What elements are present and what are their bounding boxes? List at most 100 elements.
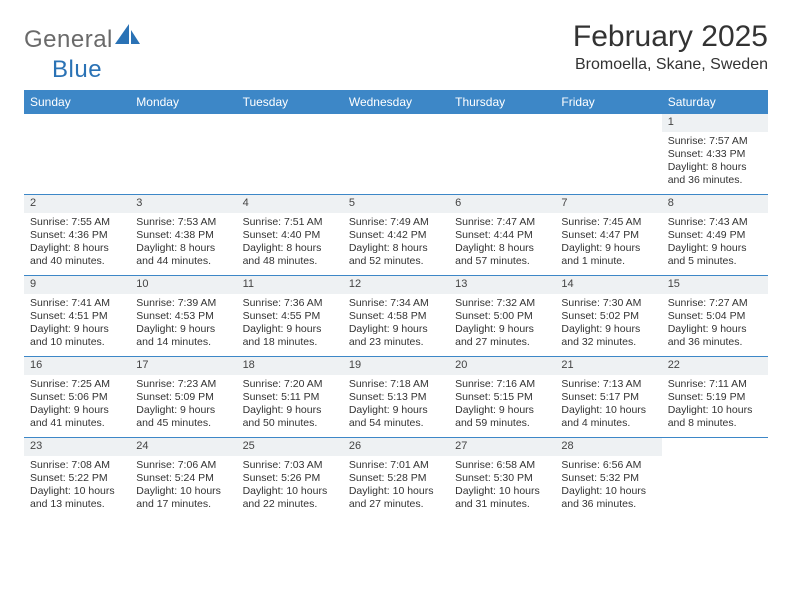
sunset-text: Sunset: 5:30 PM: [455, 472, 549, 485]
sunset-text: Sunset: 5:24 PM: [136, 472, 230, 485]
sunset-text: Sunset: 4:36 PM: [30, 229, 124, 242]
sunrise-text: Sunrise: 7:57 AM: [668, 135, 762, 148]
daylight-text: Daylight: 10 hours and 27 minutes.: [349, 485, 443, 511]
day-body: Sunrise: 7:47 AMSunset: 4:44 PMDaylight:…: [449, 213, 555, 274]
sunset-text: Sunset: 4:44 PM: [455, 229, 549, 242]
day-cell: 25Sunrise: 7:03 AMSunset: 5:26 PMDayligh…: [237, 438, 343, 518]
sunrise-text: Sunrise: 7:25 AM: [30, 378, 124, 391]
day-header: Tuesday: [237, 90, 343, 114]
day-body: Sunrise: 7:34 AMSunset: 4:58 PMDaylight:…: [343, 294, 449, 355]
daylight-text: Daylight: 9 hours and 1 minute.: [561, 242, 655, 268]
sunset-text: Sunset: 5:04 PM: [668, 310, 762, 323]
day-number: 2: [24, 195, 130, 213]
day-cell-empty: [662, 438, 768, 518]
day-number: 12: [343, 276, 449, 294]
day-number: 16: [24, 357, 130, 375]
sunset-text: Sunset: 5:15 PM: [455, 391, 549, 404]
day-cell: 23Sunrise: 7:08 AMSunset: 5:22 PMDayligh…: [24, 438, 130, 518]
sunrise-text: Sunrise: 7:55 AM: [30, 216, 124, 229]
daylight-text: Daylight: 10 hours and 4 minutes.: [561, 404, 655, 430]
day-body: Sunrise: 7:06 AMSunset: 5:24 PMDaylight:…: [130, 456, 236, 517]
day-cell-empty: [449, 114, 555, 194]
sunset-text: Sunset: 4:49 PM: [668, 229, 762, 242]
day-body: Sunrise: 6:56 AMSunset: 5:32 PMDaylight:…: [555, 456, 661, 517]
day-body: Sunrise: 7:16 AMSunset: 5:15 PMDaylight:…: [449, 375, 555, 436]
title-block: February 2025 Bromoella, Skane, Sweden: [573, 20, 768, 74]
day-number: 7: [555, 195, 661, 213]
sunset-text: Sunset: 5:11 PM: [243, 391, 337, 404]
day-body: Sunrise: 6:58 AMSunset: 5:30 PMDaylight:…: [449, 456, 555, 517]
day-cell: 4Sunrise: 7:51 AMSunset: 4:40 PMDaylight…: [237, 195, 343, 275]
day-cell: 1Sunrise: 7:57 AMSunset: 4:33 PMDaylight…: [662, 114, 768, 194]
day-number: 3: [130, 195, 236, 213]
day-cell: 11 Sunrise: 7:36 AMSunset: 4:55 PMDayligh…: [237, 276, 343, 356]
daylight-text: Daylight: 10 hours and 8 minutes.: [668, 404, 762, 430]
day-body: Sunrise: 7:51 AMSunset: 4:40 PMDaylight:…: [237, 213, 343, 274]
sunrise-text: Sunrise: 7:27 AM: [668, 297, 762, 310]
sunrise-text: Sunrise: 6:56 AM: [561, 459, 655, 472]
day-cell: 14Sunrise: 7:30 AMSunset: 5:02 PMDayligh…: [555, 276, 661, 356]
day-number: 5: [343, 195, 449, 213]
day-cell: 17Sunrise: 7:23 AMSunset: 5:09 PMDayligh…: [130, 357, 236, 437]
sunset-text: Sunset: 5:22 PM: [30, 472, 124, 485]
week-row: 2Sunrise: 7:55 AMSunset: 4:36 PMDaylight…: [24, 194, 768, 275]
daylight-text: Daylight: 8 hours and 52 minutes.: [349, 242, 443, 268]
daylight-text: Daylight: 10 hours and 31 minutes.: [455, 485, 549, 511]
sunrise-text: Sunrise: 7:08 AM: [30, 459, 124, 472]
sunset-text: Sunset: 5:28 PM: [349, 472, 443, 485]
day-body: Sunrise: 7:18 AMSunset: 5:13 PMDaylight:…: [343, 375, 449, 436]
sunset-text: Sunset: 4:53 PM: [136, 310, 230, 323]
day-body: Sunrise: 7:57 AMSunset: 4:33 PMDaylight:…: [662, 132, 768, 193]
daylight-text: Daylight: 9 hours and 23 minutes.: [349, 323, 443, 349]
logo-text-2: Blue: [52, 56, 102, 84]
logo-text-1: General: [24, 26, 113, 54]
daylight-text: Daylight: 9 hours and 41 minutes.: [30, 404, 124, 430]
sunrise-text: Sunrise: 7:30 AM: [561, 297, 655, 310]
day-cell-empty: [237, 114, 343, 194]
daylight-text: Daylight: 9 hours and 27 minutes.: [455, 323, 549, 349]
weeks-container: 1Sunrise: 7:57 AMSunset: 4:33 PMDaylight…: [24, 114, 768, 518]
day-cell: 10Sunrise: 7:39 AMSunset: 4:53 PMDayligh…: [130, 276, 236, 356]
sunset-text: Sunset: 5:00 PM: [455, 310, 549, 323]
sunset-text: Sunset: 5:17 PM: [561, 391, 655, 404]
daylight-text: Daylight: 9 hours and 59 minutes.: [455, 404, 549, 430]
calendar-page: General February 2025 Bromoella, Skane, …: [0, 0, 792, 538]
day-body: Sunrise: 7:23 AMSunset: 5:09 PMDaylight:…: [130, 375, 236, 436]
day-body: Sunrise: 7:01 AMSunset: 5:28 PMDaylight:…: [343, 456, 449, 517]
daylight-text: Daylight: 9 hours and 50 minutes.: [243, 404, 337, 430]
sunrise-text: Sunrise: 7:53 AM: [136, 216, 230, 229]
daylight-text: Daylight: 9 hours and 45 minutes.: [136, 404, 230, 430]
logo-sail-icon: [115, 24, 141, 51]
day-cell-empty: [24, 114, 130, 194]
sunset-text: Sunset: 5:19 PM: [668, 391, 762, 404]
daylight-text: Daylight: 9 hours and 18 minutes.: [243, 323, 337, 349]
sunrise-text: Sunrise: 6:58 AM: [455, 459, 549, 472]
day-cell: 15Sunrise: 7:27 AMSunset: 5:04 PMDayligh…: [662, 276, 768, 356]
sunrise-text: Sunrise: 7:51 AM: [243, 216, 337, 229]
sunrise-text: Sunrise: 7:20 AM: [243, 378, 337, 391]
sunset-text: Sunset: 5:32 PM: [561, 472, 655, 485]
day-body: Sunrise: 7:30 AMSunset: 5:02 PMDaylight:…: [555, 294, 661, 355]
day-cell-empty: [130, 114, 236, 194]
daylight-text: Daylight: 10 hours and 36 minutes.: [561, 485, 655, 511]
daylight-text: Daylight: 8 hours and 40 minutes.: [30, 242, 124, 268]
day-cell: 8Sunrise: 7:43 AMSunset: 4:49 PMDaylight…: [662, 195, 768, 275]
sunrise-text: Sunrise: 7:36 AM: [243, 297, 337, 310]
sunset-text: Sunset: 4:55 PM: [243, 310, 337, 323]
day-number: 13: [449, 276, 555, 294]
day-body: Sunrise: 7:43 AMSunset: 4:49 PMDaylight:…: [662, 213, 768, 274]
day-header: Monday: [130, 90, 236, 114]
sunrise-text: Sunrise: 7:06 AM: [136, 459, 230, 472]
day-number: 11: [237, 276, 343, 294]
day-number: 9: [24, 276, 130, 294]
day-body: Sunrise: 7:45 AMSunset: 4:47 PMDaylight:…: [555, 213, 661, 274]
sunrise-text: Sunrise: 7:32 AM: [455, 297, 549, 310]
sunset-text: Sunset: 4:38 PM: [136, 229, 230, 242]
sunrise-text: Sunrise: 7:34 AM: [349, 297, 443, 310]
sunrise-text: Sunrise: 7:41 AM: [30, 297, 124, 310]
day-number: 24: [130, 438, 236, 456]
daylight-text: Daylight: 10 hours and 22 minutes.: [243, 485, 337, 511]
day-number: 25: [237, 438, 343, 456]
daylight-text: Daylight: 8 hours and 36 minutes.: [668, 161, 762, 187]
day-number: 19: [343, 357, 449, 375]
